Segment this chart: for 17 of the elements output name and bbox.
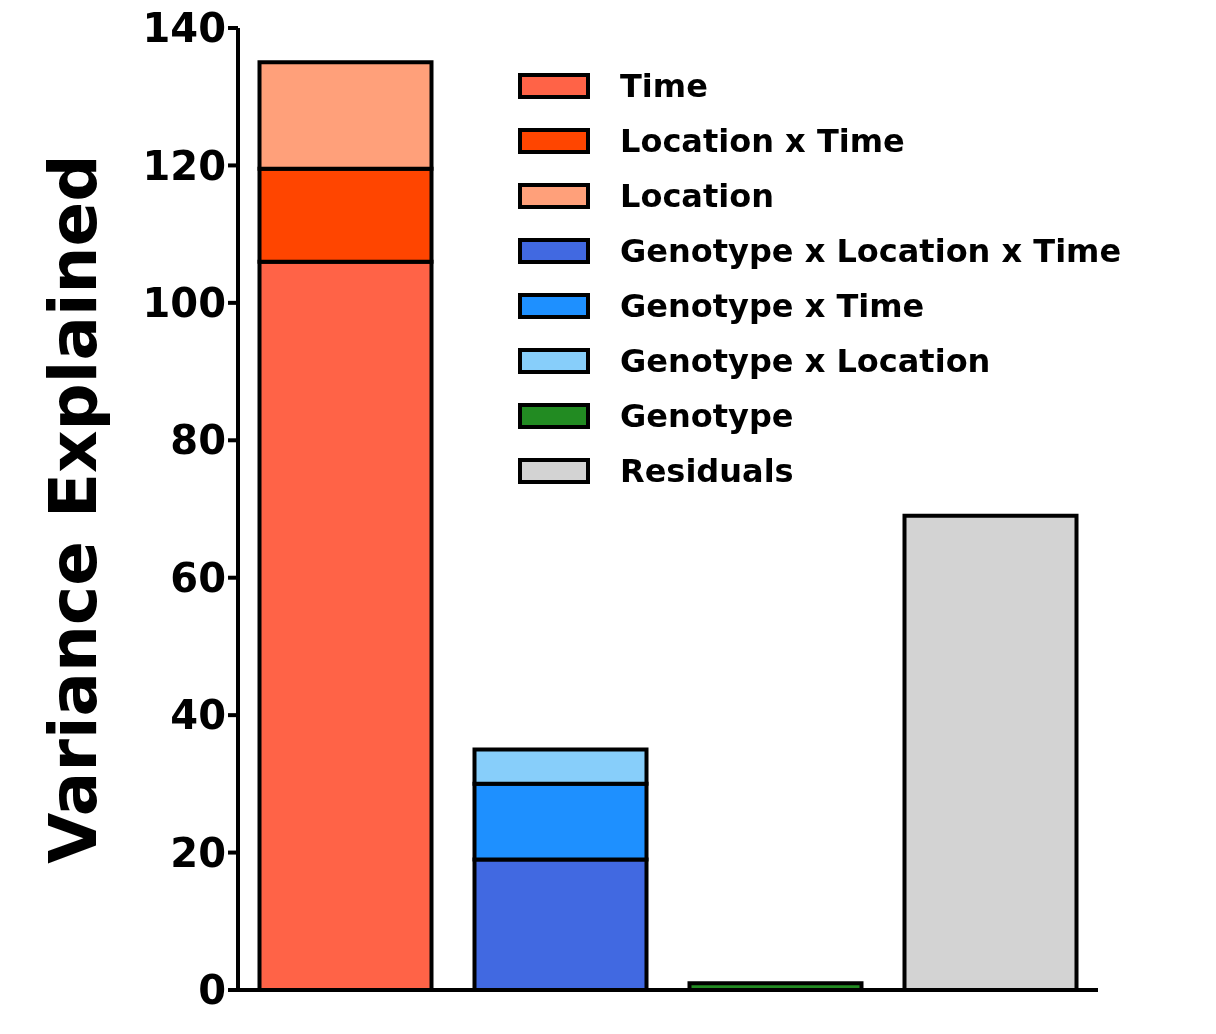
legend-label: Genotype x Location <box>620 341 991 380</box>
legend-label: Genotype x Time <box>620 286 925 325</box>
y-tick-label: 20 <box>170 829 226 876</box>
y-tick-label: 60 <box>170 554 226 601</box>
legend-label: Residuals <box>620 451 794 490</box>
legend-label: Time <box>620 66 708 105</box>
y-tick-label: 0 <box>198 967 226 1014</box>
y-tick-label: 40 <box>170 692 226 739</box>
legend-label: Genotype x Location x Time <box>620 231 1122 270</box>
legend-label: Genotype <box>620 396 794 435</box>
y-tick-label: 100 <box>142 280 226 327</box>
y-tick-label: 120 <box>142 142 226 189</box>
y-tick-label: 140 <box>142 5 226 52</box>
legend-label: Location x Time <box>620 121 905 160</box>
y-axis-title: Variance Explained <box>35 154 113 864</box>
legend-label: Location <box>620 176 774 215</box>
y-tick-label: 80 <box>170 417 226 464</box>
